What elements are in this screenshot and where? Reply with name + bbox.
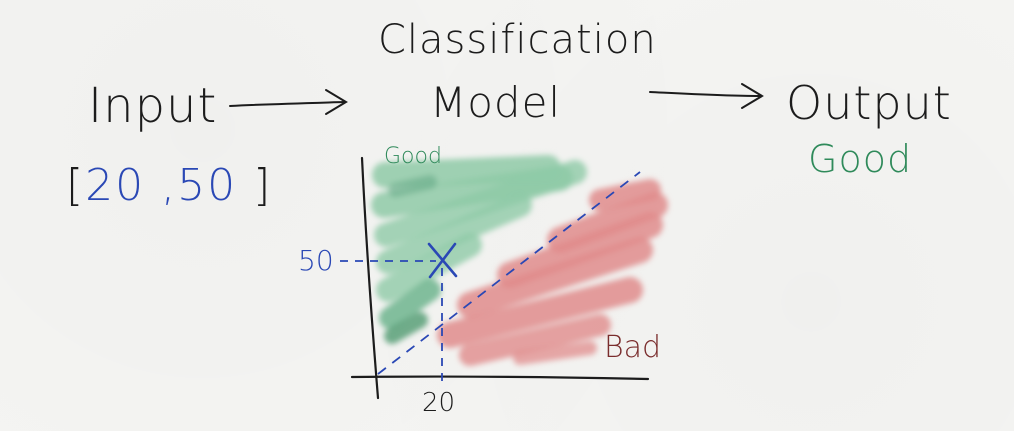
x-axis-tick-label: 20 [422,388,456,418]
model-to-output-arrow [649,83,764,109]
input-y-value: 50 [177,160,238,211]
bad-region-label: Bad [604,330,662,365]
vector-open-bracket: [ [66,160,86,211]
input-x-value: 20 [85,160,146,211]
model-title-line1: Classification [378,17,657,63]
input-label: Input [88,78,218,134]
output-label: Output [786,76,952,130]
model-title-line2: Model [430,78,562,127]
bad-region [437,179,668,366]
good-region [371,155,587,344]
vector-close-bracket: ] [253,160,273,211]
input-vector: [20 ,50 ] [66,164,272,208]
x-axis [350,375,650,381]
input-to-model-arrow [229,89,348,115]
decision-boundary-lower [377,171,641,375]
good-region-label: Good [384,144,442,169]
y-axis [360,156,380,400]
data-point-marker [427,242,458,279]
vector-separator: , [161,160,178,211]
output-value: Good [808,137,913,181]
y-axis-tick-label: 50 [298,244,334,277]
